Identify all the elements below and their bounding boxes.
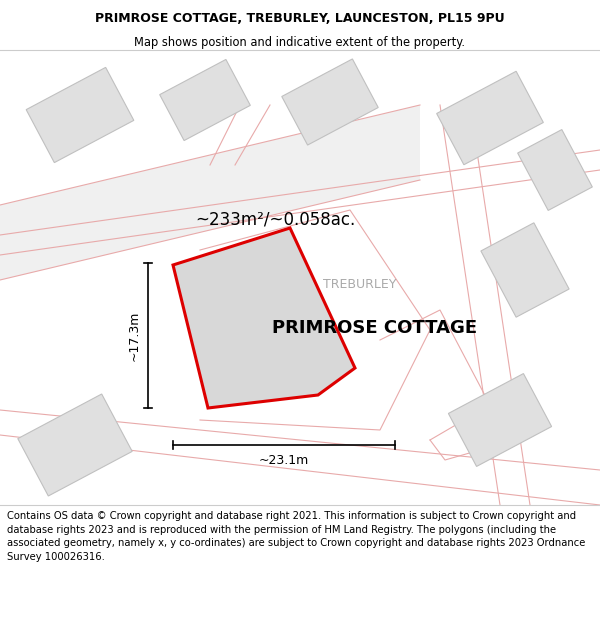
Polygon shape <box>448 374 551 466</box>
Text: PRIMROSE COTTAGE: PRIMROSE COTTAGE <box>272 319 478 337</box>
Text: Contains OS data © Crown copyright and database right 2021. This information is : Contains OS data © Crown copyright and d… <box>7 511 586 562</box>
Text: PRIMROSE COTTAGE, TREBURLEY, LAUNCESTON, PL15 9PU: PRIMROSE COTTAGE, TREBURLEY, LAUNCESTON,… <box>95 12 505 26</box>
Polygon shape <box>173 228 355 408</box>
Polygon shape <box>518 129 592 211</box>
Polygon shape <box>437 71 544 165</box>
Text: Map shows position and indicative extent of the property.: Map shows position and indicative extent… <box>134 36 466 49</box>
Text: ~233m²/~0.058ac.: ~233m²/~0.058ac. <box>195 211 355 229</box>
Text: ~17.3m: ~17.3m <box>128 310 140 361</box>
Text: TREBURLEY: TREBURLEY <box>323 279 397 291</box>
Polygon shape <box>18 394 132 496</box>
Polygon shape <box>282 59 378 145</box>
Polygon shape <box>481 222 569 318</box>
Polygon shape <box>0 105 420 280</box>
Text: ~23.1m: ~23.1m <box>259 454 309 468</box>
Polygon shape <box>26 68 134 162</box>
Polygon shape <box>160 59 250 141</box>
